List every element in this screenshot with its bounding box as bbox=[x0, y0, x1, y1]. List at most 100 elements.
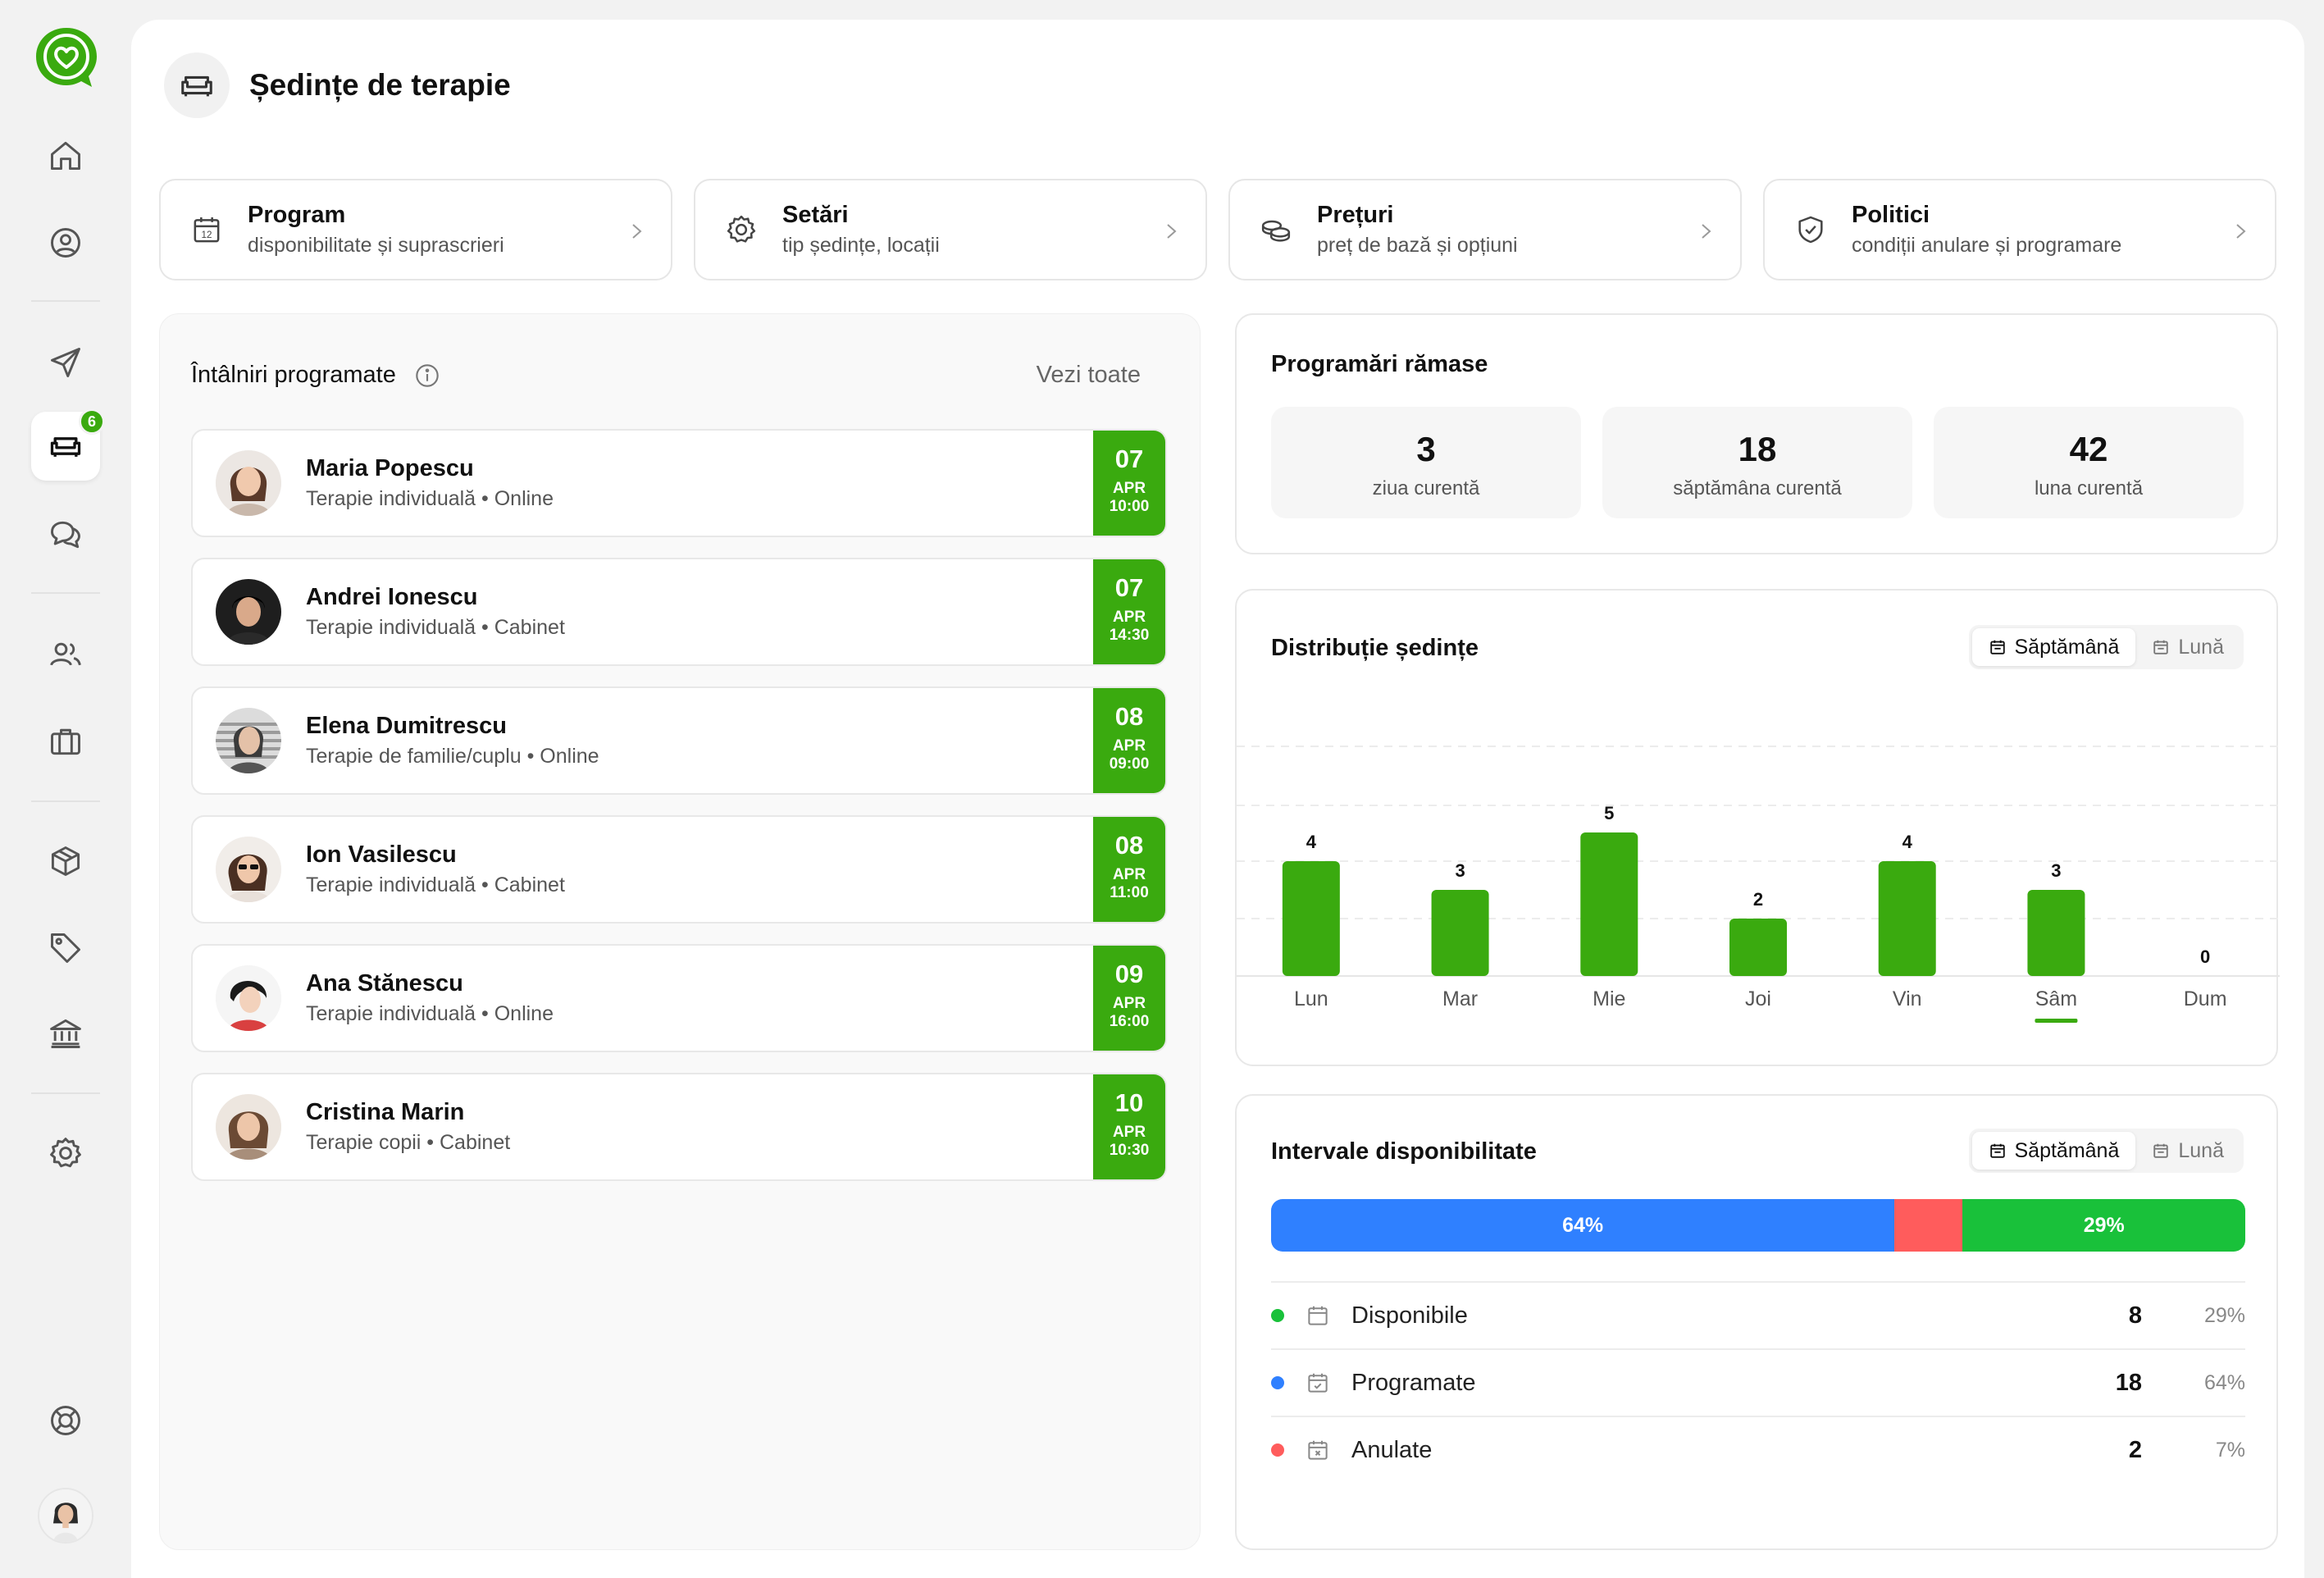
sofa-icon bbox=[50, 437, 81, 457]
user-avatar[interactable] bbox=[38, 1488, 93, 1544]
toggle-week-label: Săptămână bbox=[2014, 1138, 2120, 1162]
appointment-item[interactable]: Ana Stănescu Terapie individuală • Onlin… bbox=[191, 944, 1167, 1052]
shield-check-icon bbox=[1798, 216, 1823, 244]
remaining-stats: 3 ziua curentă 18 săptămâna curentă 42 l… bbox=[1271, 407, 2244, 518]
toggle-week[interactable]: Săptămână bbox=[1971, 1132, 2136, 1170]
legend-count: 18 bbox=[2115, 1369, 2142, 1396]
info-icon[interactable] bbox=[414, 363, 440, 389]
appointments-header: Întâlniri programate bbox=[191, 362, 440, 389]
availability-legend: Disponibile 8 29% Programate 18 64% Anul… bbox=[1271, 1281, 2245, 1483]
toggle-week-label: Săptămână bbox=[2014, 635, 2120, 659]
session-type: Terapie individuală • Cabinet bbox=[306, 873, 565, 896]
nav-help[interactable] bbox=[31, 1386, 100, 1455]
x-tick-label: Vin bbox=[1893, 987, 1922, 1010]
appointment-date: 07 APR 14:30 bbox=[1093, 559, 1165, 664]
user-circle-icon bbox=[51, 228, 80, 258]
bar-value-label: 4 bbox=[1902, 832, 1913, 852]
legend-count: 2 bbox=[2128, 1436, 2142, 1463]
app-logo[interactable] bbox=[33, 25, 100, 92]
bar-vin[interactable] bbox=[1878, 861, 1936, 976]
stat-month: 42 luna curentă bbox=[1934, 407, 2244, 518]
nav-messages-send[interactable] bbox=[31, 328, 100, 397]
toggle-month-label: Lună bbox=[2178, 635, 2224, 659]
client-name: Ion Vasilescu bbox=[306, 841, 457, 868]
stat-label: săptămâna curentă bbox=[1673, 477, 1842, 499]
stat-label: luna curentă bbox=[2034, 477, 2144, 499]
bar-value-label: 5 bbox=[1604, 803, 1614, 823]
card-program[interactable]: 12 Program disponibilitate și suprascrie… bbox=[159, 179, 672, 280]
date-time: 16:00 bbox=[1109, 1013, 1150, 1030]
card-prices[interactable]: Prețuri preț de bază și opțiuni bbox=[1228, 179, 1742, 280]
toggle-month[interactable]: Lună bbox=[2135, 1132, 2240, 1170]
session-type: Terapie individuală • Online bbox=[306, 1002, 554, 1025]
availability-panel: Intervale disponibilitate Săptămână Lună… bbox=[1235, 1094, 2278, 1550]
nav-billing[interactable] bbox=[31, 999, 100, 1068]
bank-icon bbox=[50, 1019, 81, 1048]
nav-clients[interactable] bbox=[31, 620, 100, 689]
nav-profile[interactable] bbox=[31, 208, 100, 277]
tag-icon bbox=[51, 933, 80, 963]
settings-cards: 12 Program disponibilitate și suprascrie… bbox=[159, 179, 2276, 280]
remaining-title: Programări rămase bbox=[1271, 351, 1488, 377]
calendar-icon bbox=[2153, 1143, 2169, 1158]
toggle-week[interactable]: Săptămână bbox=[1971, 628, 2136, 666]
card-policies[interactable]: Politici condiții anulare și programare bbox=[1763, 179, 2276, 280]
nav-offers[interactable] bbox=[31, 914, 100, 983]
toggle-month[interactable]: Lună bbox=[2135, 628, 2240, 666]
see-all-link[interactable]: Vezi toate bbox=[1036, 362, 1141, 388]
legend-label: Anulate bbox=[1351, 1436, 1433, 1463]
card-settings[interactable]: Setări tip ședințe, locații bbox=[694, 179, 1207, 280]
chevron-right-icon bbox=[1702, 224, 1711, 239]
appointment-item[interactable]: Ion Vasilescu Terapie individuală • Cabi… bbox=[191, 815, 1167, 924]
appointment-item[interactable]: Elena Dumitrescu Terapie de familie/cupl… bbox=[191, 686, 1167, 795]
session-type: Terapie copii • Cabinet bbox=[306, 1131, 511, 1154]
availability-period-toggle: Săptămână Lună bbox=[1968, 1129, 2244, 1173]
legend-label: Programate bbox=[1351, 1369, 1476, 1396]
calendar-icon: 12 bbox=[194, 217, 220, 243]
distribution-bar-chart: 4 Lun 3 Mar 5 Mie 2 Joi 4 Vin 3 Sâm 0 Dum bbox=[1237, 746, 2280, 1023]
client-avatar bbox=[216, 837, 281, 902]
date-time: 10:30 bbox=[1109, 1142, 1150, 1159]
nav-packages[interactable] bbox=[31, 827, 100, 896]
x-tick-label: Joi bbox=[1745, 987, 1771, 1010]
nav-services[interactable] bbox=[31, 707, 100, 776]
bar-mar[interactable] bbox=[1431, 890, 1489, 976]
page-header: Ședințe de terapie bbox=[164, 52, 511, 118]
bar-sâm[interactable] bbox=[2027, 890, 2085, 976]
segment-scheduled: 64% bbox=[1271, 1199, 1895, 1252]
date-time: 14:30 bbox=[1109, 627, 1150, 644]
client-name: Cristina Marin bbox=[306, 1099, 465, 1125]
legend-label: Disponibile bbox=[1351, 1302, 1468, 1329]
appointment-date: 10 APR 10:30 bbox=[1093, 1074, 1165, 1179]
appointments-panel: Întâlniri programate Vezi toate Maria Po… bbox=[159, 313, 1201, 1550]
client-name: Ana Stănescu bbox=[306, 970, 463, 997]
calendar-icon bbox=[1989, 1143, 2005, 1158]
date-month: APR bbox=[1112, 1124, 1146, 1141]
bar-value-label: 3 bbox=[2051, 860, 2061, 881]
calendar-icon bbox=[1308, 1306, 1328, 1325]
legend-row-available: Disponibile 8 29% bbox=[1271, 1281, 2245, 1348]
date-month: APR bbox=[1112, 480, 1146, 497]
appointment-item[interactable]: Andrei Ionescu Terapie individuală • Cab… bbox=[191, 558, 1167, 666]
x-tick-label: Sâm bbox=[2035, 987, 2077, 1010]
legend-percent: 7% bbox=[2215, 1438, 2245, 1462]
bar-mie[interactable] bbox=[1580, 832, 1638, 976]
toggle-month-label: Lună bbox=[2178, 1138, 2224, 1162]
nav-home[interactable] bbox=[31, 121, 100, 190]
session-type: Terapie de familie/cuplu • Online bbox=[306, 745, 599, 768]
nav-settings[interactable] bbox=[31, 1119, 100, 1188]
availability-title: Intervale disponibilitate bbox=[1271, 1138, 1537, 1165]
bar-joi[interactable] bbox=[1729, 919, 1787, 976]
nav-chat[interactable] bbox=[31, 500, 100, 569]
home-icon bbox=[51, 141, 80, 171]
client-avatar bbox=[216, 708, 281, 773]
nav-divider bbox=[31, 592, 100, 594]
bar-lun[interactable] bbox=[1282, 861, 1340, 976]
appointment-item[interactable]: Cristina Marin Terapie copii • Cabinet 1… bbox=[191, 1073, 1167, 1181]
legend-dot bbox=[1271, 1376, 1284, 1389]
date-day: 08 bbox=[1114, 702, 1144, 731]
session-type: Terapie individuală • Online bbox=[306, 487, 554, 510]
sidebar: 6 bbox=[0, 0, 131, 1573]
x-tick-label: Lun bbox=[1294, 987, 1328, 1010]
appointment-item[interactable]: Maria Popescu Terapie individuală • Onli… bbox=[191, 429, 1167, 537]
